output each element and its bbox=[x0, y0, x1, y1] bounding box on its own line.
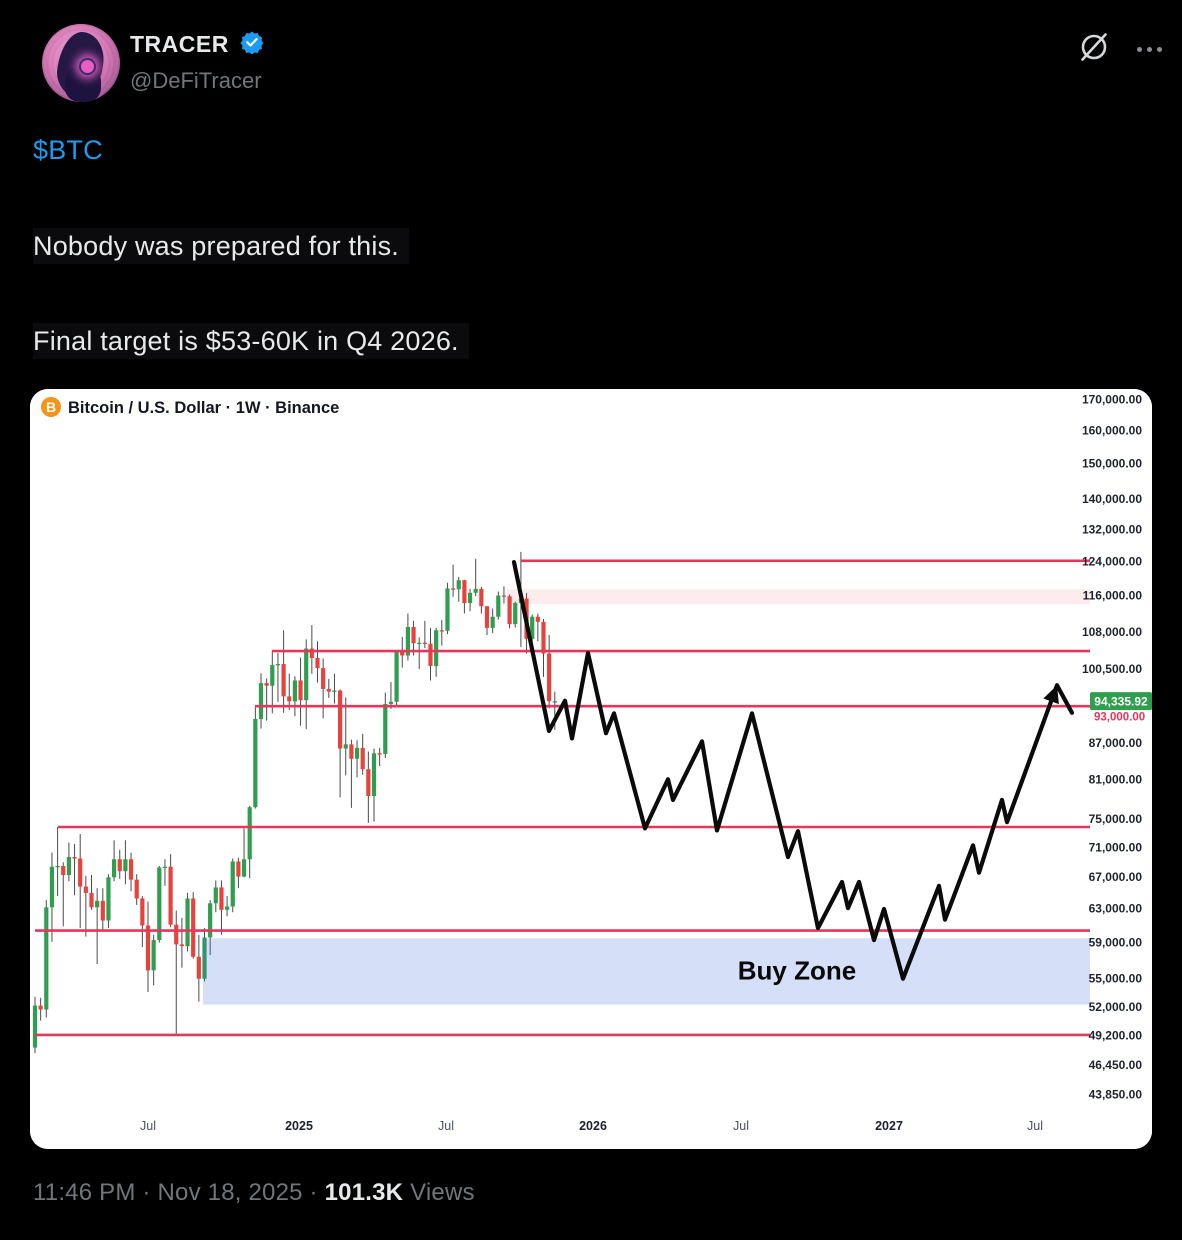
cashtag-link[interactable]: $BTC bbox=[33, 135, 103, 165]
price-axis-label: 170,000.00 bbox=[1082, 393, 1142, 407]
name-block: TRACER @DeFiTracer bbox=[130, 30, 264, 94]
projection-path[interactable] bbox=[511, 560, 1075, 982]
separator-dot: · bbox=[309, 1179, 318, 1207]
price-axis-label: 75,000.00 bbox=[1089, 812, 1143, 826]
price-axis[interactable]: 170,000.00 160,000.00 150,000.00 140,000.00… bbox=[1082, 393, 1142, 1102]
price-axis-label: 132,000.00 bbox=[1082, 522, 1142, 536]
verified-badge-icon bbox=[240, 30, 264, 59]
price-axis-label: 63,000.00 bbox=[1089, 902, 1143, 916]
time-axis-label: 2027 bbox=[875, 1119, 903, 1133]
grok-icon[interactable] bbox=[1077, 30, 1111, 64]
avatar[interactable] bbox=[42, 24, 120, 102]
price-axis-label: 71,000.00 bbox=[1089, 840, 1143, 854]
price-axis-label: 59,000.00 bbox=[1089, 935, 1143, 949]
more-options-button[interactable] bbox=[1137, 43, 1162, 52]
time-axis-label: Jul bbox=[438, 1119, 454, 1133]
price-axis-label: 43,850.00 bbox=[1089, 1088, 1143, 1102]
avatar-glow-eye bbox=[79, 58, 97, 76]
price-axis-label: 160,000.00 bbox=[1082, 424, 1142, 438]
time-axis-label: 2026 bbox=[579, 1119, 607, 1133]
current-price-tag-value: 94,335.92 bbox=[1094, 695, 1148, 709]
price-axis-label: 108,000.00 bbox=[1082, 625, 1142, 639]
time-axis-label: Jul bbox=[733, 1119, 749, 1133]
price-axis-label: 116,000.00 bbox=[1083, 589, 1143, 603]
price-axis-label: 81,000.00 bbox=[1089, 773, 1143, 787]
tweet-header: TRACER @DeFiTracer bbox=[0, 0, 1182, 104]
chart-header: B Bitcoin / U.S. Dollar · 1W · Binance bbox=[41, 397, 339, 418]
tweet-text-line1: Nobody was prepared for this. bbox=[33, 228, 1182, 265]
buy-zone-label: Buy Zone bbox=[738, 956, 856, 986]
price-axis-label: 87,000.00 bbox=[1089, 736, 1143, 750]
tweet-footer: 11:46 PM · Nov 18, 2025 · 101.3K Views bbox=[33, 1179, 1182, 1207]
price-axis-label: 100,500.00 bbox=[1082, 662, 1142, 676]
price-axis-label: 124,000.00 bbox=[1082, 555, 1142, 569]
bitcoin-logo-icon bbox=[41, 397, 61, 418]
supply-band bbox=[507, 589, 1090, 605]
time-axis[interactable]: Jul 2025 Jul 2026 Jul 2027 Jul bbox=[140, 1119, 1043, 1133]
separator-dot: · bbox=[142, 1179, 151, 1207]
time-axis-label: Jul bbox=[1027, 1119, 1043, 1133]
chart-media-card[interactable]: Buy Zone 170,000.00 160,000.00 150,000.00 14… bbox=[30, 389, 1152, 1150]
price-axis-label: 150,000.00 bbox=[1082, 457, 1142, 471]
time-axis-label: 2025 bbox=[285, 1119, 313, 1133]
user-handle[interactable]: @DeFiTracer bbox=[130, 68, 262, 93]
projection-arrowhead-icon bbox=[1043, 685, 1059, 705]
buy-zone bbox=[203, 938, 1090, 1005]
price-axis-label: 52,000.00 bbox=[1089, 1000, 1143, 1014]
display-name[interactable]: TRACER bbox=[130, 31, 229, 57]
time-axis-label: Jul bbox=[140, 1119, 156, 1133]
chart-background bbox=[30, 389, 1152, 1150]
price-axis-label: 46,450.00 bbox=[1089, 1058, 1143, 1072]
price-axis-label: 55,000.00 bbox=[1089, 971, 1143, 985]
views-count: 101.3K bbox=[324, 1179, 404, 1207]
svg-text:B: B bbox=[46, 399, 56, 415]
tweet-text-line2: Final target is $53-60K in Q4 2026. bbox=[33, 322, 1182, 359]
btc-weekly-chart: Buy Zone 170,000.00 160,000.00 150,000.00 14… bbox=[30, 389, 1152, 1150]
tweet-container: TRACER @DeFiTracer $BTC Nobody was prepa… bbox=[0, 0, 1182, 1207]
views-label: Views bbox=[410, 1179, 475, 1207]
chart-title: Bitcoin / U.S. Dollar · 1W · Binance bbox=[68, 399, 339, 417]
current-price-tag bbox=[1090, 692, 1152, 711]
line-price-label-partial: 93,000.00 bbox=[1094, 712, 1145, 724]
timestamp-date: Nov 18, 2025 bbox=[157, 1179, 303, 1207]
price-axis-label: 140,000.00 bbox=[1082, 492, 1142, 506]
price-axis-label: 67,000.00 bbox=[1089, 870, 1143, 884]
price-axis-label: 49,200.00 bbox=[1089, 1029, 1143, 1043]
timestamp-time: 11:46 PM bbox=[33, 1179, 136, 1207]
header-actions bbox=[1077, 30, 1162, 64]
